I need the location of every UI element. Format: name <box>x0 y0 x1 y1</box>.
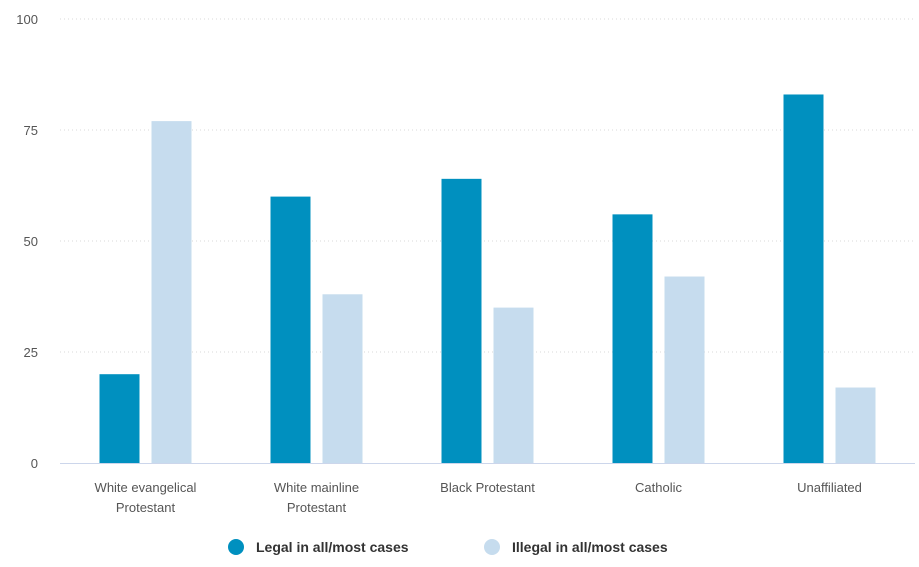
x-tick-label: Catholic <box>635 480 682 495</box>
x-tick-label: White evangelical Protestant <box>95 480 197 515</box>
bar-legal-4[interactable] <box>783 94 824 463</box>
y-tick-label: 25 <box>24 345 38 360</box>
bar-illegal-3[interactable] <box>664 276 705 463</box>
bar-legal-2[interactable] <box>441 178 482 463</box>
bars <box>99 94 876 464</box>
x-tick-label: White mainline Protestant <box>274 480 359 515</box>
bar-legal-1[interactable] <box>270 196 311 463</box>
x-tick-label: Unaffiliated <box>797 480 862 495</box>
legend-label: Legal in all/most cases <box>256 539 409 555</box>
legend-item-illegal[interactable]: Illegal in all/most cases <box>484 539 668 555</box>
x-tick-label: Black Protestant <box>440 480 535 495</box>
bar-illegal-4[interactable] <box>835 387 876 463</box>
x-tick-label-line: Unaffiliated <box>797 480 862 495</box>
x-tick-label-line: Protestant <box>116 500 176 515</box>
y-tick-label: 100 <box>16 12 38 27</box>
bar-illegal-2[interactable] <box>493 307 534 463</box>
y-tick-label: 75 <box>24 123 38 138</box>
bar-legal-0[interactable] <box>99 374 140 463</box>
legend-label: Illegal in all/most cases <box>512 539 668 555</box>
y-tick-label: 50 <box>24 234 38 249</box>
x-tick-label-line: Protestant <box>287 500 347 515</box>
bar-illegal-1[interactable] <box>322 294 363 463</box>
x-tick-label-line: White evangelical <box>95 480 197 495</box>
y-tick-label: 0 <box>31 456 38 471</box>
legend-item-legal[interactable]: Legal in all/most cases <box>228 539 409 555</box>
gridlines <box>60 18 915 353</box>
x-tick-label-line: Catholic <box>635 480 682 495</box>
bar-illegal-0[interactable] <box>151 121 192 464</box>
legend: Legal in all/most cases Illegal in all/mo… <box>228 539 668 555</box>
bar-legal-3[interactable] <box>612 214 653 463</box>
x-tick-label-line: Black Protestant <box>440 480 535 495</box>
x-tick-label-line: White mainline <box>274 480 359 495</box>
y-axis-ticks: 0 25 50 75 100 <box>16 12 38 471</box>
legend-swatch <box>484 539 500 555</box>
legend-swatch <box>228 539 244 555</box>
